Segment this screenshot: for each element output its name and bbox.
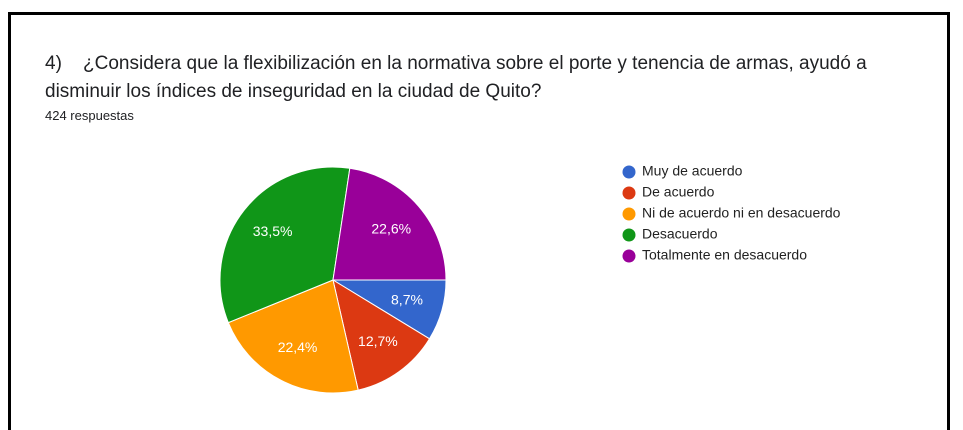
legend-label: Muy de acuerdo <box>642 163 743 179</box>
pie-slice <box>227 279 359 394</box>
pie-slice <box>332 167 447 281</box>
legend-label: Desacuerdo <box>642 226 718 242</box>
legend-swatch <box>622 228 636 242</box>
slice-label: 22,4% <box>278 339 318 355</box>
pie-slice <box>219 166 351 324</box>
legend-swatch <box>622 186 636 200</box>
legend-swatch <box>622 165 636 179</box>
slice-label: 12,7% <box>358 333 398 349</box>
slice-label: 8,7% <box>391 291 423 307</box>
legend-label: Ni de acuerdo ni en desacuerdo <box>642 205 841 221</box>
legend-label: De acuerdo <box>642 184 715 200</box>
chart-title: 4) ¿Considera que la flexibilización en … <box>45 53 872 102</box>
pie-slice <box>332 278 431 391</box>
legend-swatch <box>622 249 636 263</box>
slice-label: 22,6% <box>371 221 411 237</box>
legend-swatch <box>622 207 636 221</box>
frame <box>8 12 950 430</box>
slice-label: 33,5% <box>253 223 293 239</box>
legend-label: Totalmente en desacuerdo <box>642 247 807 263</box>
chart-subtitle: 424 respuestas <box>45 108 134 123</box>
